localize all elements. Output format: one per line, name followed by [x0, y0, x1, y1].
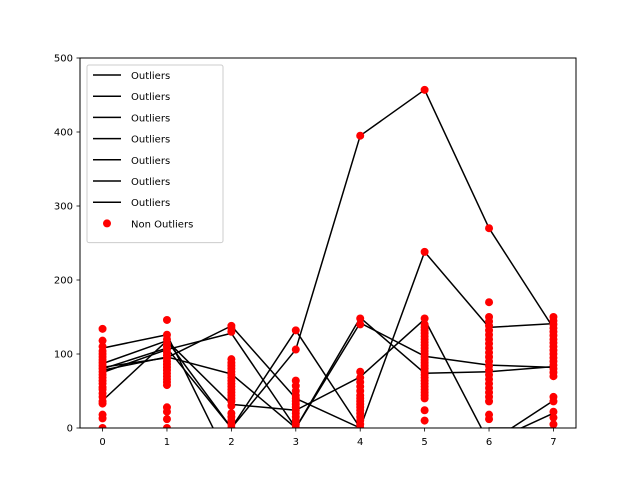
- non-outlier-point-24: [98, 424, 107, 428]
- non-outlier-point-136: [420, 416, 429, 425]
- non-outlier-point-182: [549, 420, 558, 428]
- non-outlier-point-88: [356, 314, 365, 323]
- x-tick-label: 3: [293, 437, 299, 448]
- x-axis: 0 1 2 3 4 5 6 7: [99, 428, 557, 448]
- legend-label: Outliers: [131, 113, 170, 124]
- outlier-line-4: [102, 318, 554, 428]
- non-outlier-point-105: [356, 424, 365, 428]
- x-tick-label: 2: [228, 437, 234, 448]
- non-outlier-point-134: [420, 394, 429, 403]
- non-outlier-point-137: [485, 224, 494, 233]
- non-outlier-point-23: [98, 414, 107, 423]
- outlier-line-3: [102, 329, 554, 428]
- line-series-layer: [102, 89, 555, 428]
- non-outlier-point-86: [291, 424, 300, 428]
- non-outlier-point-108: [420, 314, 429, 323]
- non-outlier-point-135: [420, 406, 429, 415]
- outlier-line-2: [102, 316, 554, 428]
- y-tick-label: 400: [54, 128, 73, 139]
- legend-point-swatch: [103, 219, 111, 228]
- non-outlier-point-49: [227, 327, 236, 336]
- outlier-line-5: [102, 251, 554, 428]
- non-outlier-point-42: [162, 381, 171, 390]
- legend-label: Outliers: [131, 71, 170, 82]
- x-tick-label: 7: [550, 437, 556, 448]
- non-outlier-point-21: [98, 399, 107, 408]
- non-outlier-point-106: [420, 85, 429, 94]
- non-outlier-point-46: [162, 424, 171, 428]
- non-outlier-point-72: [291, 345, 300, 354]
- legend-label: Outliers: [131, 92, 170, 103]
- non-outlier-point-180: [549, 407, 558, 416]
- outlier-line-7: [102, 89, 555, 428]
- plot-frame: [79, 57, 577, 429]
- non-outlier-point-71: [291, 326, 300, 335]
- scatter-points-layer: [98, 85, 558, 428]
- non-outlier-point-160: [485, 415, 494, 424]
- x-tick-label: 0: [99, 437, 105, 448]
- non-outlier-point-2: [98, 336, 107, 345]
- non-outlier-point-65: [227, 401, 236, 410]
- outlier-line-6: [102, 325, 554, 428]
- legend-label: Outliers: [131, 198, 170, 209]
- non-outlier-point-25: [162, 315, 171, 324]
- y-tick-label: 500: [54, 54, 73, 65]
- x-tick-label: 5: [421, 437, 427, 448]
- y-tick-label: 100: [54, 350, 73, 361]
- y-tick-label: 200: [54, 276, 73, 287]
- non-outlier-point-87: [356, 131, 365, 140]
- legend-label: Outliers: [131, 177, 170, 188]
- legend-label: Non Outliers: [131, 219, 193, 230]
- non-outlier-point-44: [162, 407, 171, 416]
- non-outlier-point-90: [356, 367, 365, 376]
- x-tick-label: 1: [164, 437, 170, 448]
- legend-box: [86, 64, 224, 244]
- non-outlier-point-158: [485, 397, 494, 406]
- non-outlier-point-138: [485, 298, 494, 307]
- non-outlier-point-45: [162, 415, 171, 424]
- non-outlier-point-177: [549, 372, 558, 381]
- x-tick-label: 6: [486, 437, 492, 448]
- y-tick-label: 0: [67, 424, 73, 435]
- non-outlier-point-179: [549, 397, 558, 406]
- non-outlier-point-1: [98, 324, 107, 333]
- non-outlier-point-107: [420, 247, 429, 256]
- legend-label: Outliers: [131, 135, 170, 146]
- non-outlier-point-70: [227, 424, 236, 428]
- y-tick-label: 300: [54, 202, 73, 213]
- legend: Outliers Outliers Outliers Outliers Outliers…: [86, 64, 224, 244]
- y-axis: 0 100 200 300 400 500: [54, 54, 80, 435]
- non-outlier-point-89: [356, 320, 365, 329]
- legend-label: Outliers: [131, 156, 170, 167]
- x-tick-label: 4: [357, 437, 363, 448]
- non-outlier-point-181: [549, 413, 558, 422]
